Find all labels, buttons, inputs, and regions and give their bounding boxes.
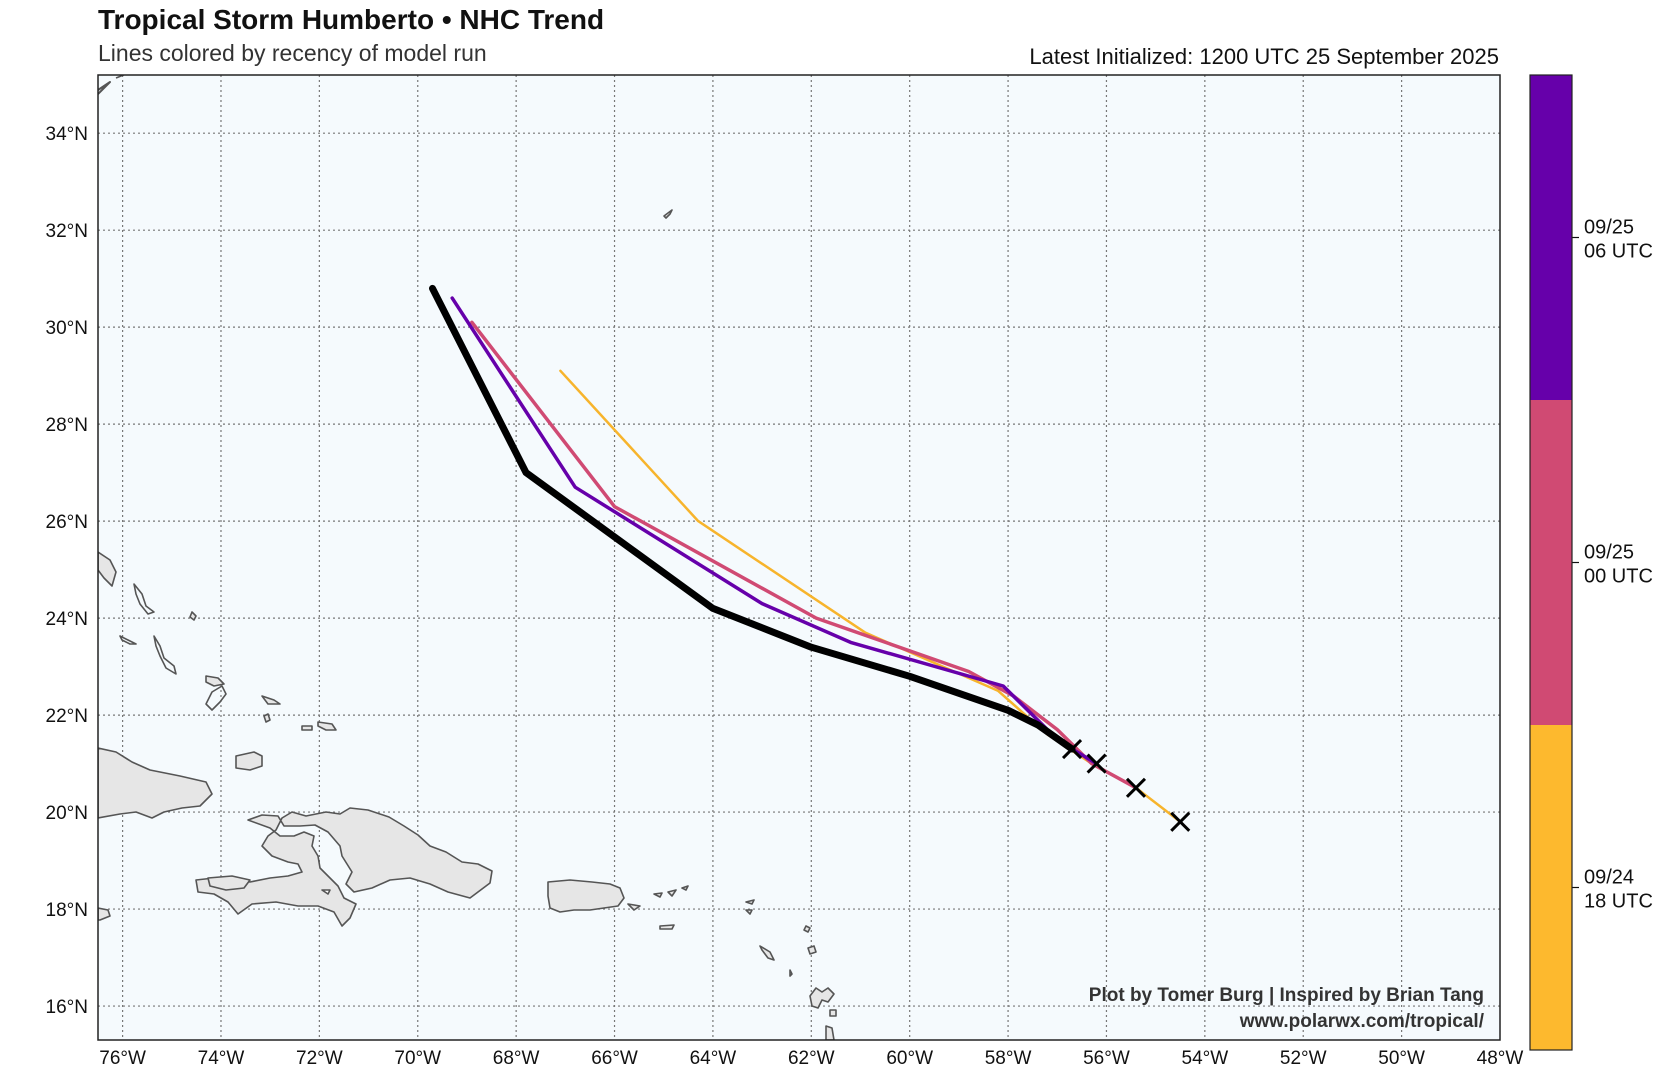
land-puerto-rico	[547, 879, 625, 913]
lon-tick-label: 72°W	[296, 1048, 343, 1068]
lat-tick-label: 34°N	[46, 124, 88, 145]
lon-tick-label: 60°W	[886, 1048, 933, 1068]
lat-tick-label: 28°N	[46, 415, 88, 436]
land-gonave	[321, 889, 331, 895]
lon-tick-label: 52°W	[1280, 1048, 1327, 1068]
land-turks	[263, 713, 271, 723]
colorbar-label-time: 06 UTC	[1584, 241, 1653, 263]
lon-tick-label: 76°W	[99, 1048, 146, 1068]
land-antigua	[807, 945, 817, 955]
land-cays-1	[301, 725, 313, 731]
lat-tick-label: 32°N	[46, 221, 88, 242]
lon-tick-label: 64°W	[690, 1048, 737, 1068]
credit-line-1: Plot by Tomer Burg | Inspired by Brian T…	[1089, 985, 1484, 1006]
land-eleuthera	[133, 583, 155, 615]
map-title: Tropical Storm Humberto • NHC Trend	[98, 4, 605, 35]
colorbar-segment	[1530, 75, 1572, 401]
lon-tick-label: 70°W	[394, 1048, 441, 1068]
storm-position-x-marker	[1086, 753, 1107, 774]
colorbar-label-time: 00 UTC	[1584, 566, 1653, 588]
lat-tick-label: 26°N	[46, 512, 88, 533]
colorbar-segment	[1530, 725, 1572, 1051]
land-montserrat	[789, 969, 793, 977]
land-jamaica	[207, 875, 251, 891]
axis-labels: 76°W 74°W 72°W 70°W 68°W 66°W 64°W 62°W 60°W 58°W…	[46, 124, 1524, 1068]
land-vi-4	[681, 885, 689, 891]
land-layer	[98, 75, 837, 1040]
lat-tick-label: 18°N	[46, 900, 88, 921]
land-guadeloupe	[809, 987, 835, 1009]
colorbar-segment	[1530, 400, 1572, 726]
colorbar-label-time: 18 UTC	[1584, 891, 1653, 913]
storm-position-markers	[1061, 738, 1191, 832]
land-cuba	[98, 747, 213, 819]
land-marie-galante	[829, 1009, 837, 1017]
lat-tick-label: 20°N	[46, 803, 88, 824]
lat-tick-label: 16°N	[46, 997, 88, 1018]
land-cays-2	[317, 721, 337, 731]
lon-tick-label: 56°W	[1083, 1048, 1130, 1068]
land-st-kitts	[759, 945, 775, 961]
map-subtitle: Lines colored by recency of model run	[98, 40, 487, 66]
credit-line-2: www.polarwx.com/tropical/	[1239, 1011, 1485, 1032]
colorbar-label-date: 09/25	[1584, 542, 1634, 564]
colorbar-label-date: 09/24	[1584, 867, 1634, 889]
land-barbuda	[803, 925, 811, 933]
land-carolina-coast	[98, 81, 111, 95]
land-exuma	[119, 635, 137, 645]
colorbar-label-date: 09/25	[1584, 217, 1634, 239]
lon-tick-label: 68°W	[493, 1048, 540, 1068]
land-bermuda	[663, 209, 673, 219]
latest-initialized-label: Latest Initialized: 1200 UTC 25 Septembe…	[1029, 44, 1499, 69]
land-mayaguana	[205, 685, 227, 711]
land-st-martin	[745, 909, 753, 915]
lon-tick-label: 50°W	[1378, 1048, 1425, 1068]
land-long-island	[153, 635, 177, 675]
land-andros	[98, 551, 117, 587]
lat-tick-label: 22°N	[46, 706, 88, 727]
land-inagua	[235, 751, 263, 771]
land-cuba-west	[98, 907, 111, 921]
land-acklins	[205, 675, 225, 687]
storm-position-x-marker	[1061, 738, 1083, 760]
track-line	[429, 284, 1076, 753]
land-san-salvador	[189, 611, 197, 621]
land-dominica	[825, 1025, 835, 1040]
lon-tick-label: 48°W	[1477, 1048, 1524, 1068]
lat-tick-label: 30°N	[46, 318, 88, 339]
land-vi-3	[667, 889, 677, 897]
lat-tick-label: 24°N	[46, 609, 88, 630]
land-caicos	[261, 695, 281, 705]
map-frame	[97, 74, 1501, 1041]
land-carolina-coast-2	[115, 75, 126, 79]
lon-tick-label: 54°W	[1182, 1048, 1229, 1068]
lon-tick-label: 66°W	[591, 1048, 638, 1068]
storm-position-x-marker	[1170, 811, 1191, 832]
land-st-croix	[659, 924, 675, 930]
land-vi-1	[627, 903, 641, 911]
lon-tick-label: 62°W	[788, 1048, 835, 1068]
land-hispaniola	[195, 807, 493, 927]
lon-tick-label: 58°W	[985, 1048, 1032, 1068]
land-anguilla	[745, 899, 755, 905]
land-vi-2	[653, 892, 663, 898]
colorbar-frame	[1529, 74, 1573, 1051]
storm-position-x-marker	[1125, 777, 1147, 798]
lon-tick-label: 74°W	[198, 1048, 245, 1068]
